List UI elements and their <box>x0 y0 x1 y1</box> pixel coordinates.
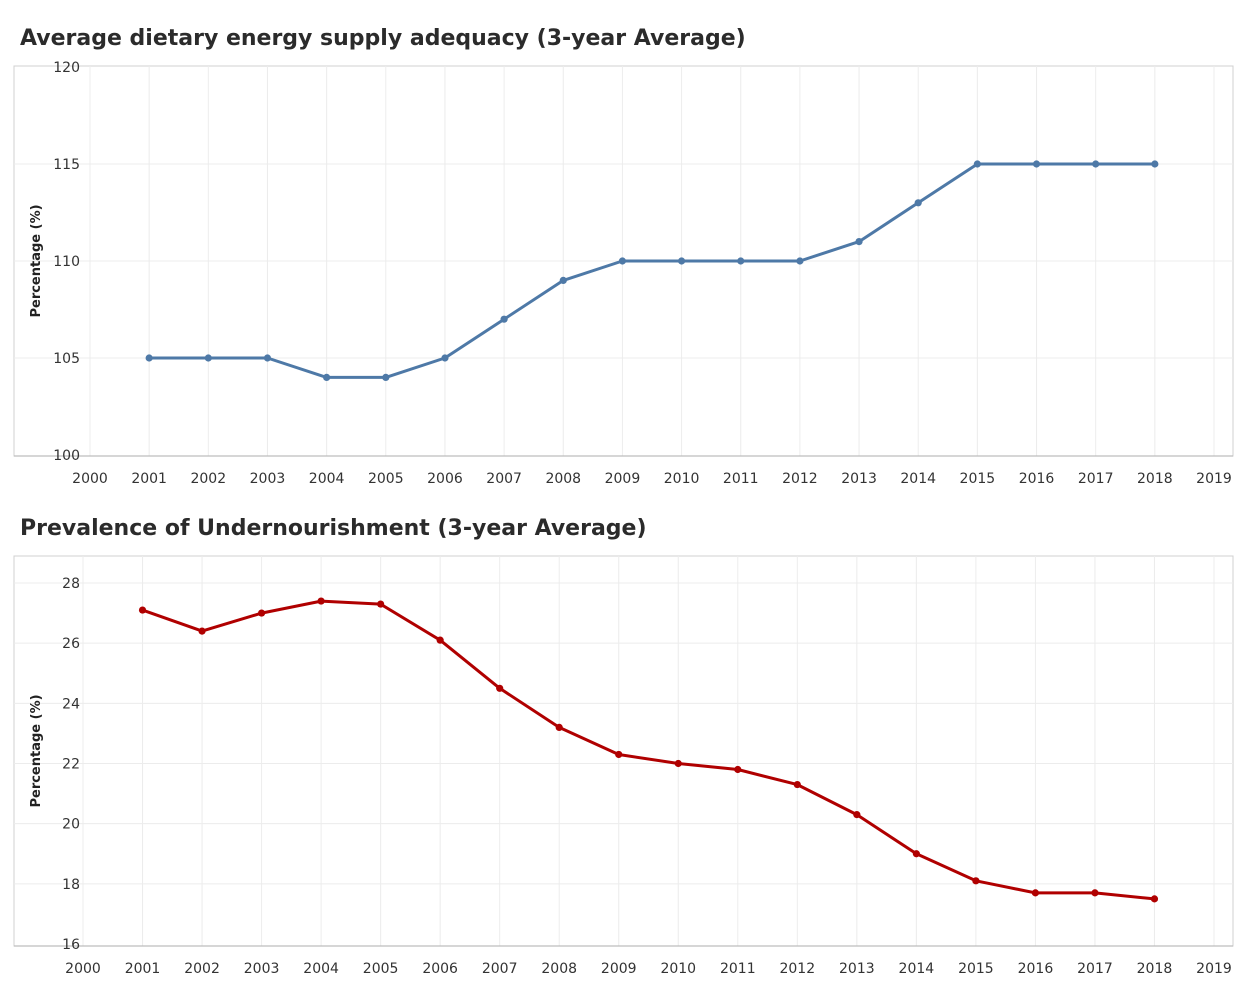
x-tick-label: 2009 <box>605 471 641 487</box>
chart-dietary-energy-supply: Average dietary energy supply adequacy (… <box>0 0 1249 490</box>
data-point <box>500 315 508 323</box>
x-tick-label: 2007 <box>486 471 522 487</box>
y-axis-label: Percentage (%) <box>29 694 44 807</box>
data-point <box>734 765 742 774</box>
x-tick-label: 2001 <box>131 471 167 487</box>
y-tick-label: 120 <box>53 60 80 76</box>
x-tick-label: 2006 <box>422 961 458 977</box>
data-point <box>559 276 567 284</box>
x-tick-label: 2011 <box>723 471 759 487</box>
x-tick-label: 2010 <box>664 471 700 487</box>
y-tick-label: 18 <box>62 877 80 893</box>
series-line <box>141 599 1156 901</box>
x-tick-label: 2002 <box>184 961 220 977</box>
x-tick-label: 2012 <box>779 961 815 977</box>
chart-prevalence-undernourishment: Prevalence of Undernourishment (3-year A… <box>0 490 1249 999</box>
x-tick-label: 2008 <box>541 961 577 977</box>
x-tick-label: 2017 <box>1077 961 1113 977</box>
x-tick-label: 2016 <box>1019 471 1055 487</box>
y-tick-label: 110 <box>53 254 80 270</box>
x-tick-label: 2002 <box>190 471 226 487</box>
chart-title: Prevalence of Undernourishment (3-year A… <box>20 516 647 541</box>
chart-title: Average dietary energy supply adequacy (… <box>20 26 746 51</box>
x-tick-label: 2015 <box>960 471 996 487</box>
x-tick-label: 2011 <box>720 961 756 977</box>
data-point <box>618 257 627 265</box>
data-point <box>263 354 272 362</box>
data-point <box>257 609 266 617</box>
data-point <box>674 759 682 768</box>
data-point <box>1151 160 1159 168</box>
data-point <box>1031 889 1040 897</box>
data-point <box>1150 895 1159 903</box>
data-point <box>973 160 981 168</box>
data-point <box>204 354 212 362</box>
data-point <box>914 199 922 207</box>
x-tick-label: 2013 <box>839 961 875 977</box>
y-tick-label: 28 <box>62 576 80 592</box>
x-tick-label: 2008 <box>545 471 581 487</box>
data-point <box>323 373 331 381</box>
y-tick-label: 24 <box>62 696 80 712</box>
data-point <box>615 750 623 759</box>
data-point <box>436 636 444 644</box>
x-tick-label: 2007 <box>482 961 518 977</box>
x-tick-label: 2001 <box>125 961 161 977</box>
data-point <box>145 354 153 362</box>
x-tick-label: 2004 <box>303 961 339 977</box>
x-tick-label: 2013 <box>841 471 877 487</box>
x-tick-label: 2014 <box>899 961 935 977</box>
x-tick-label: 2004 <box>309 471 345 487</box>
y-tick-label: 100 <box>53 448 80 464</box>
x-tick-label: 2000 <box>65 961 101 977</box>
data-point <box>138 606 147 614</box>
data-point <box>198 627 206 635</box>
data-point <box>972 877 980 885</box>
data-point <box>737 257 745 265</box>
x-tick-label: 2014 <box>900 471 936 487</box>
data-point <box>317 597 325 605</box>
x-tick-label: 2018 <box>1137 471 1173 487</box>
x-tick-label: 2019 <box>1196 961 1232 977</box>
data-point <box>1092 160 1100 168</box>
series-line <box>147 162 1157 379</box>
y-tick-label: 105 <box>53 351 80 367</box>
y-tick-label: 16 <box>62 937 80 953</box>
data-point <box>1032 160 1041 168</box>
x-tick-label: 2012 <box>782 471 818 487</box>
data-point <box>793 780 801 789</box>
x-tick-label: 2019 <box>1196 471 1232 487</box>
x-tick-label: 2017 <box>1078 471 1114 487</box>
plot-frame <box>13 555 1234 947</box>
x-tick-label: 2016 <box>1018 961 1054 977</box>
x-tick-label: 2003 <box>244 961 280 977</box>
x-tick-label: 2005 <box>368 471 404 487</box>
data-point <box>677 257 686 265</box>
x-tick-label: 2000 <box>72 471 108 487</box>
x-tick-label: 2018 <box>1137 961 1173 977</box>
chart-plot: 100 105 110 115 120 2000 2001 2002 2003 2004 2005 2… <box>13 60 1234 487</box>
y-tick-label: 20 <box>62 817 80 833</box>
x-tick-label: 2009 <box>601 961 637 977</box>
data-point <box>796 257 804 265</box>
data-point <box>1091 889 1099 897</box>
x-tick-label: 2010 <box>660 961 696 977</box>
y-tick-label: 115 <box>53 157 80 173</box>
data-point <box>555 723 563 731</box>
data-point <box>912 850 920 858</box>
x-tick-label: 2003 <box>250 471 286 487</box>
y-axis-label: Percentage (%) <box>29 204 44 317</box>
data-point <box>382 373 390 381</box>
x-tick-label: 2006 <box>427 471 463 487</box>
data-point <box>377 600 385 608</box>
y-tick-label: 26 <box>62 636 80 652</box>
y-tick-label: 22 <box>62 757 80 773</box>
chart-plot: 16 18 20 22 24 26 28 2000 2001 2002 2003 2004 2005 20… <box>13 555 1234 977</box>
data-point <box>496 684 504 692</box>
data-point <box>855 238 863 246</box>
data-point <box>441 354 449 362</box>
x-tick-label: 2015 <box>958 961 994 977</box>
data-point <box>853 811 861 819</box>
x-tick-label: 2005 <box>363 961 399 977</box>
